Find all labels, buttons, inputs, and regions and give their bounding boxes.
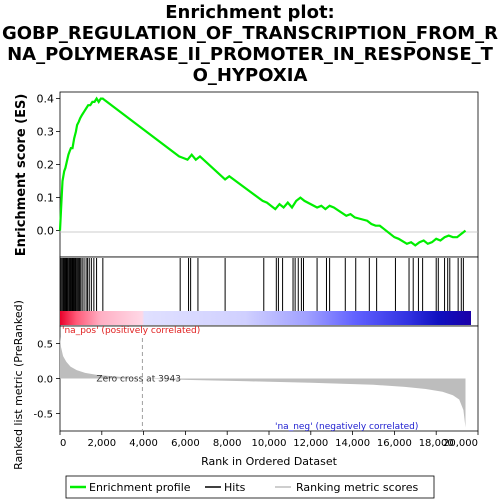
x-tick-label: 8,000 — [213, 438, 242, 449]
legend-hits-label: Hits — [224, 481, 246, 494]
es-y-tick-label: 0.4 — [37, 93, 55, 106]
x-tick-label: 14,000 — [335, 438, 370, 449]
chart-title: Enrichment plot: GOBP_REGULATION_OF_TRAN… — [0, 2, 500, 86]
x-tick-label: 2,000 — [87, 438, 116, 449]
x-axis: 0 2,000 4,000 6,000 8,000 10,000 12,000 14,000 1… — [59, 431, 479, 449]
metric-y-axis-label: Ranked list metric (PreRanked) — [12, 300, 25, 470]
metric-y-tick-label: 0.5 — [37, 340, 53, 351]
title-line-4: O_HYPOXIA — [192, 65, 308, 86]
title-line-2: GOBP_REGULATION_OF_TRANSCRIPTION_FROM_R — [1, 23, 499, 44]
x-tick-label: 16,000 — [377, 438, 412, 449]
title-line-1: Enrichment plot: — [165, 2, 335, 23]
pos-correlated-label: 'na_pos' (positively correlated) — [62, 326, 200, 336]
x-tick-label: 0 — [60, 438, 66, 449]
es-y-tick-label: 0.0 — [37, 225, 55, 238]
x-tick-label: 4,000 — [129, 438, 158, 449]
es-y-tick-label: 0.3 — [37, 126, 55, 139]
metric-y-axis: -0.5 0.0 0.5 — [33, 340, 60, 421]
x-tick-label: 6,000 — [171, 438, 200, 449]
es-y-tick-label: 0.2 — [37, 159, 55, 172]
x-tick-label: 12,000 — [293, 438, 328, 449]
metric-y-tick-label: -0.5 — [33, 410, 53, 421]
x-tick-label: 18,000 — [419, 438, 454, 449]
es-y-axis: 0.0 0.1 0.2 0.3 0.4 — [37, 93, 60, 238]
es-y-axis-label: Enrichment score (ES) — [14, 94, 29, 257]
es-y-tick-label: 0.1 — [37, 192, 55, 205]
x-axis-label: Rank in Ordered Dataset — [201, 455, 338, 468]
title-line-3: NA_POLYMERASE_II_PROMOTER_IN_RESPONSE_T — [7, 44, 493, 65]
x-tick-label: 20,000 — [443, 438, 478, 449]
x-tick-label: 10,000 — [252, 438, 287, 449]
ranking-metric-area — [60, 336, 466, 428]
legend-metric-label: Ranking metric scores — [296, 481, 418, 494]
hits-markers — [59, 258, 464, 311]
legend-box — [65, 475, 435, 499]
enrichment-profile-line — [58, 96, 467, 247]
neg-correlated-label: 'na_neg' (negatively correlated) — [275, 422, 418, 432]
rank-color-bar — [60, 311, 471, 325]
legend-enrichment-label: Enrichment profile — [89, 481, 191, 494]
metric-y-tick-label: 0.0 — [37, 375, 53, 386]
zero-cross-label: Zero cross at 3943 — [96, 375, 181, 385]
